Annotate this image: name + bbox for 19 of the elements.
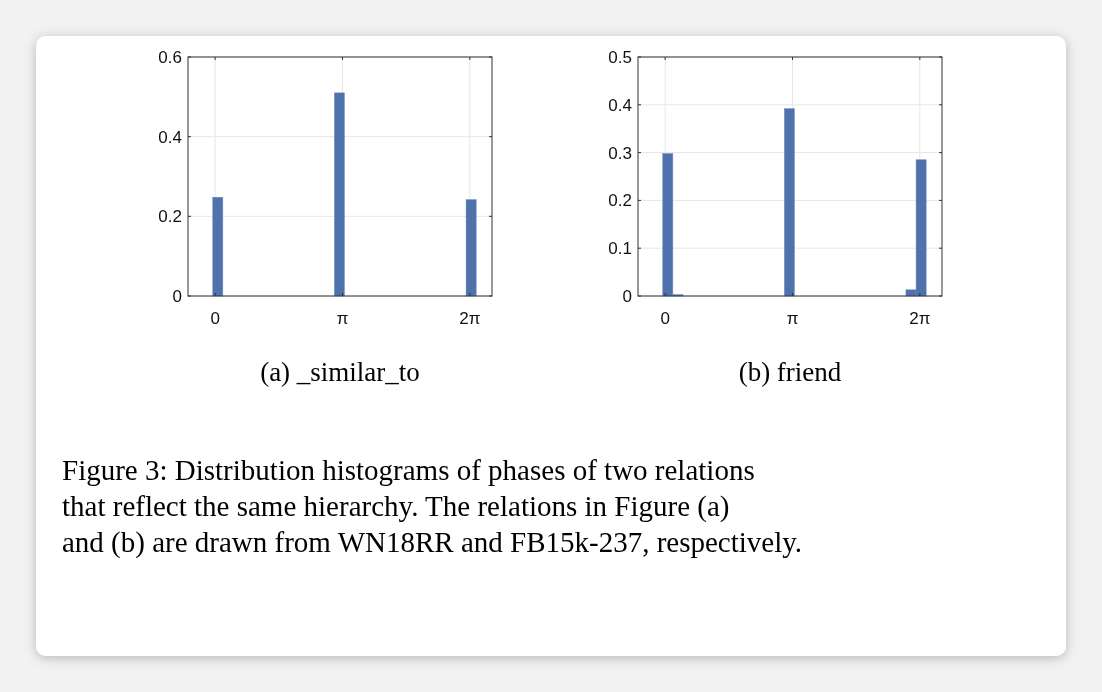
x-tick-label: π — [336, 309, 349, 328]
caption: Figure 3: Distribution histograms of phases of two relations that reflect the same hierarchy. The relations in Figure (a) and (b) are drawn from WN18RR and FB15k-237, respectively. — [62, 454, 803, 559]
x-tick-label: 2π — [459, 309, 481, 328]
y-tick-label: 0.2 — [608, 191, 632, 211]
y-tick-label: 0 — [622, 287, 632, 306]
x-axis-title: (a) _similar_to — [260, 357, 420, 387]
y-tick-label: 0.6 — [158, 48, 182, 67]
x-tick-label: 2π — [909, 309, 931, 328]
y-tick-label: 0.1 — [608, 239, 632, 259]
y-tick-label: 0.2 — [158, 207, 182, 227]
x-tick-label: 0 — [210, 309, 220, 328]
x-tick-label: π — [786, 309, 799, 328]
y-tick-label: 0.4 — [158, 127, 182, 147]
y-tick-label: 0.5 — [608, 48, 632, 67]
y-tick-label: 0.3 — [608, 143, 632, 163]
y-tick-label: 0.4 — [608, 95, 632, 115]
y-tick-label: 0 — [172, 287, 182, 306]
x-tick-label: 0 — [660, 309, 670, 328]
x-axis-title: (b) friend — [738, 357, 842, 387]
